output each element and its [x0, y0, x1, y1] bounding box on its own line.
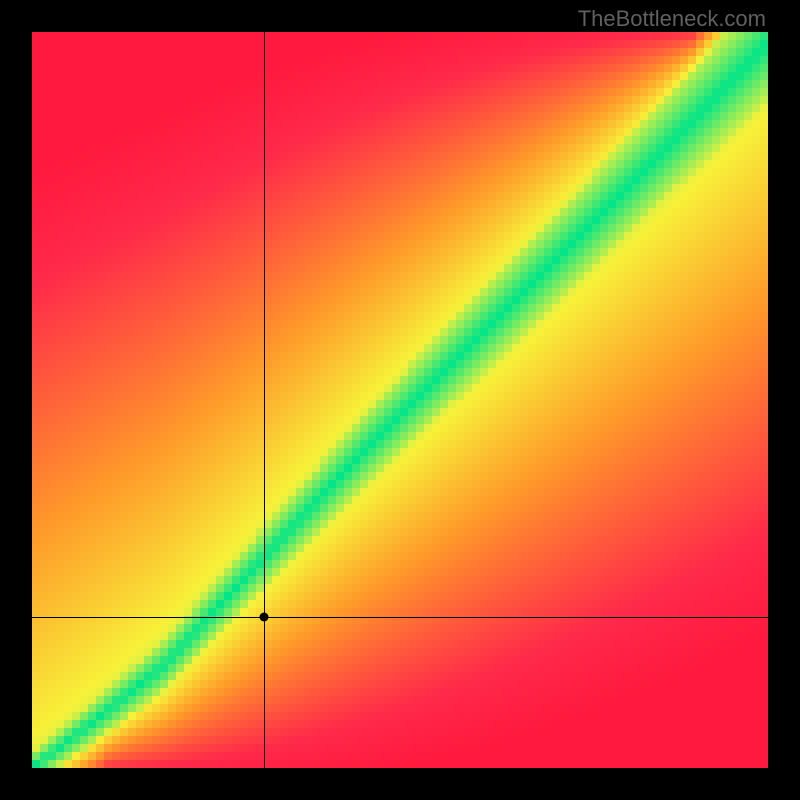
crosshair-marker[interactable]: [259, 613, 268, 622]
crosshair-horizontal: [32, 617, 768, 618]
watermark-text: TheBottleneck.com: [578, 6, 766, 32]
plot-area: [32, 32, 768, 768]
crosshair-vertical: [264, 32, 265, 768]
heatmap-canvas: [32, 32, 768, 768]
